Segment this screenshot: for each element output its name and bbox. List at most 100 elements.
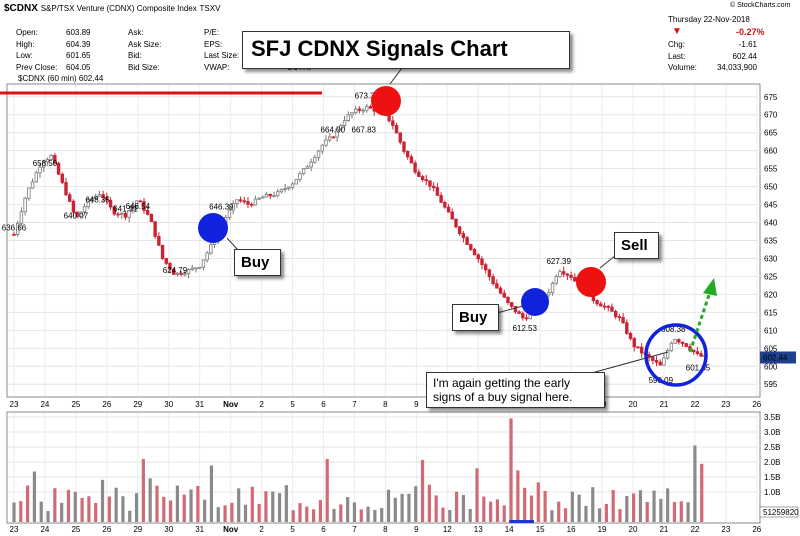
candle-body-94 bbox=[361, 109, 365, 112]
stats-right-values: -1.61 602.44 34,033,900 bbox=[705, 39, 757, 74]
vol-bar-97 bbox=[672, 501, 677, 522]
stat-high-label: High: bbox=[16, 39, 35, 49]
vol-bar-33 bbox=[237, 488, 241, 522]
vol-bar-27 bbox=[196, 485, 200, 522]
candle-body-150 bbox=[569, 274, 573, 278]
volume-last-value: 51259820 bbox=[763, 508, 799, 517]
candle-body-31 bbox=[127, 210, 131, 218]
candle-body-135 bbox=[513, 306, 518, 313]
vol-bar-64 bbox=[448, 510, 452, 522]
x-tick-vol-15: 13 bbox=[474, 525, 483, 534]
y-axis: 595 600 605 610 615 620 625 630 635 640 645 650 655 6… bbox=[764, 93, 778, 389]
vol-bar-56 bbox=[393, 497, 397, 522]
candle-body-95 bbox=[365, 106, 369, 111]
candle-body-73 bbox=[283, 188, 287, 190]
candle-body-47 bbox=[186, 269, 191, 275]
stat-lastsize-label: Last Size: bbox=[204, 51, 240, 60]
candle-body-82 bbox=[316, 150, 321, 158]
candle-body-103 bbox=[394, 125, 399, 134]
vol-bar-34 bbox=[243, 504, 248, 522]
vol-bar-15 bbox=[114, 487, 118, 522]
x-tick-vol-18: 16 bbox=[567, 525, 576, 534]
vol-bar-50 bbox=[352, 502, 357, 522]
y-tick-635: 635 bbox=[764, 237, 778, 246]
vol-bar-54 bbox=[380, 508, 384, 522]
candle-body-64 bbox=[249, 203, 254, 206]
x-tick-vol-20: 20 bbox=[629, 525, 638, 534]
candle-body-173 bbox=[654, 360, 659, 363]
buy-callout-1: Buy bbox=[234, 249, 281, 276]
price-label-10: 673.37 bbox=[355, 92, 380, 101]
candle-body-128 bbox=[487, 269, 492, 278]
candle-body-58 bbox=[227, 209, 232, 218]
vol-tick-3: 2.5B bbox=[764, 443, 780, 452]
candle-body-102 bbox=[391, 120, 395, 126]
vol-bar-24 bbox=[175, 485, 180, 522]
y-tick-655: 655 bbox=[764, 165, 778, 174]
last-price-badge bbox=[760, 351, 796, 364]
exchange: TSXV bbox=[199, 4, 221, 13]
x-tick-vol-1: 24 bbox=[40, 525, 49, 534]
vol-bar-81 bbox=[563, 508, 568, 522]
candle-body-131 bbox=[498, 287, 503, 294]
stat-open-label: Open: bbox=[16, 28, 38, 37]
stat-chg-value: -1.61 bbox=[738, 40, 757, 49]
vol-bar-76 bbox=[529, 495, 534, 522]
x-tick-vol-9: 5 bbox=[290, 525, 295, 534]
vol-bar-78 bbox=[543, 491, 547, 522]
buy-dot-1 bbox=[198, 213, 228, 243]
candle-body-118 bbox=[450, 211, 454, 220]
series-legend: $CDNX (60 min) 602.44 bbox=[18, 74, 104, 83]
vol-bar-4 bbox=[39, 501, 43, 522]
y-tick-610: 610 bbox=[764, 326, 778, 335]
x-tick-vol-6: 31 bbox=[195, 525, 204, 534]
candle-body-117 bbox=[446, 206, 451, 213]
candle-body-5 bbox=[30, 181, 35, 189]
vol-bar-71 bbox=[495, 499, 500, 522]
candle-body-76 bbox=[294, 178, 298, 185]
vol-bar-35 bbox=[250, 486, 254, 522]
vol-bar-9 bbox=[73, 491, 77, 522]
vol-bar-6 bbox=[53, 488, 57, 522]
vol-bar-39 bbox=[277, 493, 282, 522]
stat-bidsize-label: Bid Size: bbox=[128, 62, 160, 72]
x-tick-23: 23 bbox=[721, 400, 730, 409]
candle-body-126 bbox=[480, 258, 484, 266]
candle-body-179 bbox=[677, 339, 681, 343]
candle-body-121 bbox=[461, 233, 466, 239]
x-tick-vol-10: 6 bbox=[321, 525, 326, 534]
note-line-2: signs of a buy signal here. bbox=[433, 390, 573, 404]
price-label-1: 658.50 bbox=[33, 159, 58, 168]
candle-body-60 bbox=[235, 199, 239, 204]
vol-bar-8 bbox=[66, 489, 71, 522]
candle-body-92 bbox=[353, 108, 358, 114]
buy-dot-2 bbox=[521, 288, 549, 316]
stats-left-values: 603.89 604.39 601.65 604.05 bbox=[66, 27, 90, 73]
stats-left-labels: Open: High: Low: Prev Close: bbox=[16, 27, 57, 73]
candle-body-89 bbox=[342, 120, 347, 126]
x-tick-vol-0: 23 bbox=[10, 525, 19, 534]
vol-bar-95 bbox=[659, 498, 663, 522]
candle-body-180 bbox=[680, 341, 685, 344]
candle-body-113 bbox=[431, 185, 436, 189]
stat-pe-label: P/E: bbox=[204, 28, 220, 37]
candle-body-151 bbox=[573, 277, 577, 282]
x-tick-20: 20 bbox=[629, 400, 638, 409]
candle-body-26 bbox=[108, 199, 113, 208]
vol-bar-96 bbox=[666, 488, 670, 522]
vol-bar-18 bbox=[134, 493, 139, 522]
candle-body-32 bbox=[131, 205, 135, 212]
vol-bar-26 bbox=[189, 489, 193, 522]
vol-bar-87 bbox=[604, 504, 608, 522]
candle-body-125 bbox=[476, 254, 480, 260]
y-tick-615: 615 bbox=[764, 308, 778, 317]
vol-bar-25 bbox=[182, 494, 186, 522]
x-tick-21: 21 bbox=[659, 400, 668, 409]
candle-body-149 bbox=[565, 273, 570, 276]
candle-body-184 bbox=[695, 351, 700, 354]
price-label-12: 627.39 bbox=[546, 257, 571, 266]
x-tick-3: 26 bbox=[102, 400, 111, 409]
candle-body-115 bbox=[439, 194, 443, 203]
candle-body-111 bbox=[424, 179, 428, 182]
